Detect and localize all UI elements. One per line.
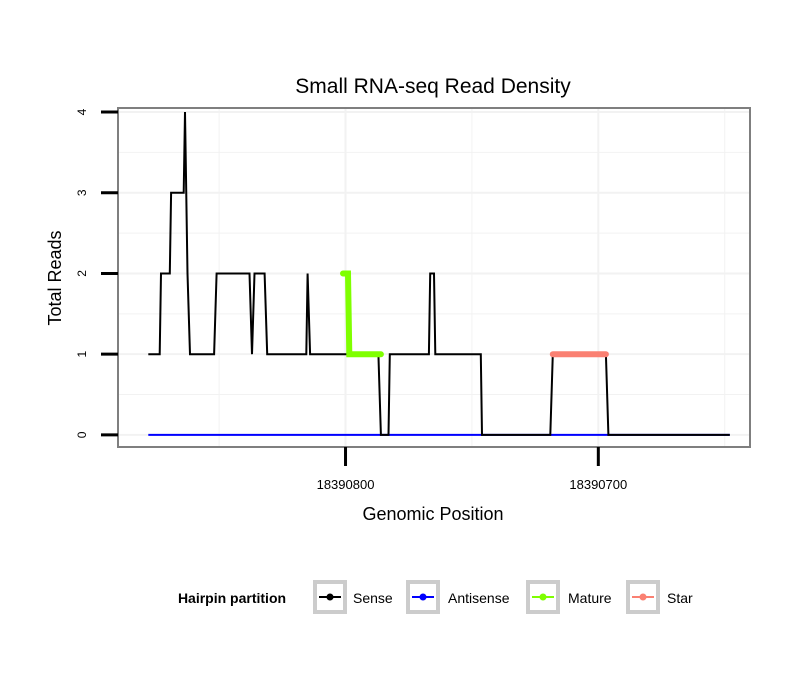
legend-key-dot — [539, 593, 547, 601]
series-line-mature — [340, 270, 384, 358]
legend-title: Hairpin partition — [178, 590, 286, 606]
legend-key-dot — [639, 593, 647, 601]
legend-label: Sense — [353, 590, 393, 606]
x-axis: 18390800 18390700 — [317, 447, 627, 492]
x-tick-label: 18390700 — [569, 477, 627, 492]
chart-title: Small RNA-seq Read Density — [295, 75, 571, 98]
legend-key-dot — [419, 593, 427, 601]
x-tick-label: 18390800 — [317, 477, 375, 492]
y-tick-label: 1 — [75, 351, 89, 358]
legend-label: Mature — [568, 590, 612, 606]
legend-item-antisense: Antisense — [406, 580, 510, 614]
series-layer — [148, 111, 730, 436]
y-tick-label: 4 — [75, 108, 89, 115]
legend-item-sense: Sense — [313, 580, 393, 614]
legend-key-box — [526, 580, 560, 614]
legend-label: Star — [667, 590, 693, 606]
y-tick-label: 0 — [75, 431, 89, 438]
legend-item-star: Star — [626, 580, 693, 614]
y-tick-label: 2 — [75, 270, 89, 277]
legend-label: Antisense — [448, 590, 510, 606]
x-axis-label: Genomic Position — [362, 504, 503, 524]
y-axis-label: Total Reads — [45, 230, 65, 325]
legend-item-mature: Mature — [526, 580, 612, 614]
y-axis: 0 1 2 3 4 — [75, 108, 118, 438]
y-tick-label: 3 — [75, 189, 89, 196]
series-line-sense — [148, 111, 730, 436]
legend-key-dot — [326, 593, 334, 601]
legend: Hairpin partition Sense Antisense Mature St… — [178, 580, 693, 614]
